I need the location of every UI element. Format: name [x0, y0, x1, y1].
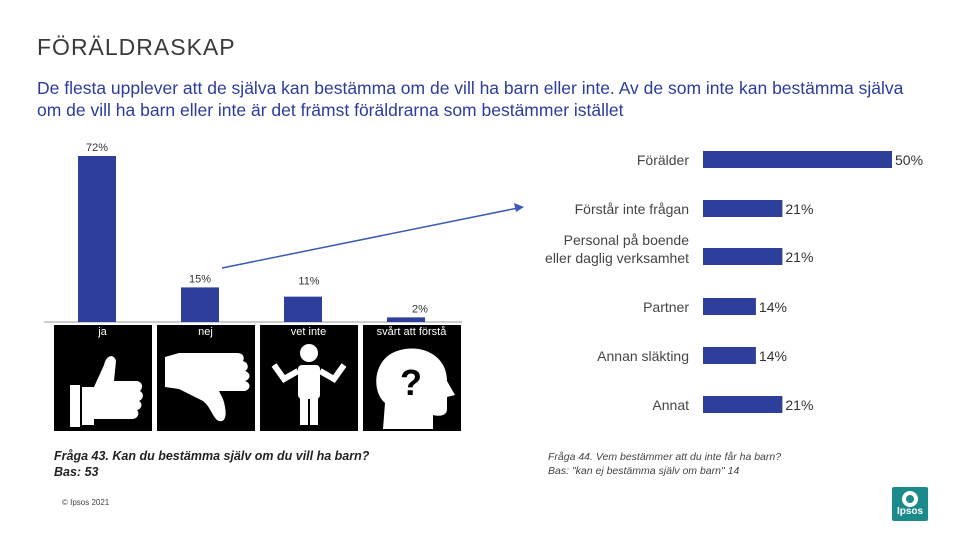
- bar-value-label-3: 2%: [412, 303, 428, 315]
- question-43-base: Bas: 53: [54, 465, 99, 479]
- page-subtitle: De flesta upplever att de själva kan bes…: [37, 78, 904, 120]
- bar-value-label-1: 15%: [189, 273, 211, 285]
- bar-2: [284, 296, 322, 322]
- category-label-ja: ja: [98, 326, 107, 338]
- hbar-category-label-1: Förstår inte frågan: [575, 201, 689, 217]
- ipsos-logo: Ipsos: [892, 487, 928, 521]
- logo-mark-icon: [902, 491, 918, 507]
- hbar-category-label-4: Annan släkting: [597, 348, 689, 364]
- hbar-value-label-5: 21%: [785, 397, 813, 413]
- hbar-value-label-0: 50%: [895, 152, 923, 168]
- question-44-note: Fråga 44. Vem bestämmer att du inte får …: [548, 450, 781, 478]
- hbar-category-label-0: Förälder: [637, 152, 689, 168]
- hbar-value-label-3: 14%: [759, 299, 787, 315]
- question-43-text: Fråga 43. Kan du bestämma själv om du vi…: [54, 449, 370, 463]
- icon-tile-nej: nej: [157, 325, 255, 431]
- bar-3: [387, 317, 425, 322]
- category-label-nej: nej: [198, 326, 213, 338]
- hbar-category-label-2-line2: eller daglig verksamhet: [545, 250, 689, 266]
- hbar-value-label-1: 21%: [785, 201, 813, 217]
- svg-text:?: ?: [400, 362, 422, 403]
- question-44-base: Bas: "kan ej bestämma själv om barn" 14: [548, 465, 740, 477]
- hbar-category-label-3: Partner: [643, 299, 689, 315]
- bar-value-label-2: 11%: [298, 276, 319, 288]
- icon-tile-ja: ja: [54, 325, 152, 431]
- logo-text: Ipsos: [896, 506, 924, 517]
- thumbs-up-icon: [70, 356, 143, 427]
- hbar-1: [703, 200, 783, 217]
- hbar-category-label-5: Annat: [652, 397, 689, 413]
- hbar-0: [703, 151, 892, 168]
- thumbs-down-icon: [165, 353, 250, 422]
- hbar-2: [703, 248, 783, 265]
- question-head-icon: ?: [376, 348, 455, 429]
- hbar-3: [703, 298, 756, 315]
- icon-tile-vet-inte: vet inte: [260, 325, 358, 431]
- hbar-category-label-2: Personal på boende: [564, 232, 690, 248]
- bar-0: [78, 156, 116, 322]
- category-label-svart-att-forsta: svårt att förstå: [376, 326, 447, 338]
- hbar-value-label-2: 21%: [785, 249, 813, 265]
- question-43-note: Fråga 43. Kan du bestämma själv om du vi…: [54, 448, 369, 480]
- icon-tile-svart-att-forsta: svårt att förstå ?: [363, 325, 461, 431]
- page-title: FÖRÄLDRASKAP: [37, 34, 236, 60]
- question-44-text: Fråga 44. Vem bestämmer att du inte får …: [548, 451, 782, 463]
- copyright: © Ipsos 2021: [62, 498, 110, 507]
- bar-value-label-0: 72%: [86, 142, 108, 154]
- bar-1: [181, 287, 219, 322]
- hbar-5: [703, 396, 783, 413]
- hbar-4: [703, 347, 756, 364]
- hbar-value-label-4: 14%: [759, 348, 787, 364]
- category-label-vet-inte: vet inte: [290, 326, 327, 338]
- shrug-person-icon: [271, 344, 347, 425]
